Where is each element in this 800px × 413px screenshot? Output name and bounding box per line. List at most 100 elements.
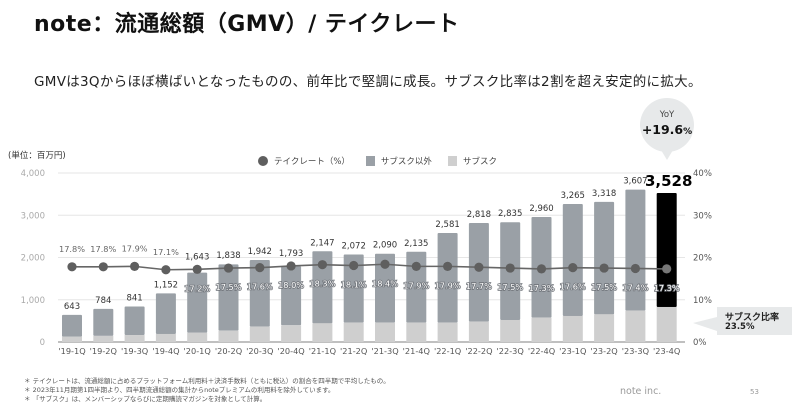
footnote: ＊ テイクレートは、流通総額に占めるプラットフォーム利用料＋決済手数料（ともに税… (24, 377, 390, 385)
y-left-tick-label: 2,000 (21, 254, 45, 264)
bar-non-subscription (594, 201, 615, 315)
bar-subscription (187, 332, 208, 342)
company-name: note inc. (620, 386, 662, 397)
bar-non-subscription (406, 251, 427, 323)
y-left-tick-label: 1,000 (21, 296, 45, 306)
total-label: 2,135 (404, 239, 428, 249)
yoy-callout-pointer (661, 150, 673, 160)
total-label: 2,090 (373, 241, 397, 251)
total-label: 643 (64, 302, 80, 312)
bar-non-subscription (62, 314, 82, 337)
bar-subscription (406, 322, 427, 342)
subscription-ratio-label: サブスク比率 (725, 313, 780, 323)
bar-non-subscription (375, 253, 395, 323)
subscription-ratio-callout-pointer (693, 317, 717, 331)
bar-non-subscription (187, 272, 208, 333)
take-rate-point (130, 261, 140, 271)
bar-subscription (124, 335, 145, 342)
bar-subscription (594, 314, 615, 342)
x-tick-label: '19-4Q (152, 346, 179, 356)
take-rate-point (67, 262, 77, 272)
footnotes: ＊ テイクレートは、流通総額に占めるプラットフォーム利用料＋決済手数料（ともに税… (24, 377, 390, 404)
total-label: 3,318 (592, 189, 616, 199)
yoy-unit: % (683, 127, 693, 137)
total-label: 784 (95, 296, 111, 306)
bar-subscription (375, 322, 395, 342)
total-label: 1,643 (185, 252, 209, 262)
bar-subscription (281, 325, 302, 342)
total-label: 2,818 (467, 210, 491, 220)
bar-subscription (249, 326, 270, 342)
legend-item-non-subscription: サブスク以外 (365, 155, 432, 167)
bar-subscription (531, 317, 552, 342)
take-rate-point (599, 263, 609, 273)
take-rate-label: 17.8% (59, 244, 85, 254)
bar-non-subscription (343, 254, 364, 323)
take-rate-point (317, 260, 327, 270)
total-label: 3,265 (561, 191, 585, 201)
y-right-tick-label: 40% (693, 169, 712, 179)
bar-subscription (562, 315, 583, 342)
y-right-tick-label: 20% (693, 254, 712, 264)
bar-subscription (500, 319, 521, 342)
take-rate-label: 18.3% (309, 279, 335, 289)
total-label-highlight: 3,528 (645, 172, 692, 190)
total-label: 2,072 (342, 241, 366, 251)
legend-label: サブスク (462, 157, 497, 167)
x-tick-label: '22-3Q (497, 346, 524, 356)
bar-subscription (656, 306, 677, 342)
total-label: 841 (126, 293, 142, 303)
x-tick-label: '19-3Q (121, 346, 148, 356)
total-label: 1,793 (279, 249, 303, 259)
bar-subscription (312, 323, 333, 342)
x-tick-label: '20-2Q (215, 346, 242, 356)
take-rate-label: 17.3% (528, 283, 554, 293)
bar-subscription (155, 333, 176, 342)
x-tick-label: '19-2Q (90, 346, 117, 356)
legend-label: サブスク以外 (380, 157, 432, 167)
take-rate-label: 17.7% (466, 281, 492, 291)
take-rate-label: 18.4% (372, 278, 398, 288)
take-rate-label: 17.6% (247, 282, 273, 292)
unit-label: (単位：百万円) (8, 151, 66, 161)
bar-non-subscription (249, 259, 270, 327)
bar-non-subscription (625, 189, 646, 311)
bar-non-subscription (218, 264, 239, 331)
bar-subscription (218, 330, 239, 342)
take-rate-label: 18.1% (341, 280, 367, 290)
take-rate-point (662, 264, 672, 274)
take-rate-point (286, 261, 296, 271)
take-rate-line (72, 263, 667, 271)
yoy-label: YoY (659, 110, 675, 120)
x-tick-label: '20-1Q (184, 346, 211, 356)
page-number: 53 (750, 388, 759, 396)
subscription-ratio-value: 23.5% (725, 322, 755, 332)
take-rate-label: 17.9% (122, 243, 148, 253)
take-rate-point (98, 262, 108, 272)
bar-non-subscription (312, 251, 333, 324)
take-rate-label: 17.1% (153, 247, 179, 257)
total-label: 1,942 (248, 247, 272, 257)
legend-item-subscription: サブスク (447, 155, 497, 167)
bar-non-subscription (468, 222, 489, 322)
take-rate-label: 17.5% (497, 282, 523, 292)
x-tick-label: '23-2Q (590, 346, 617, 356)
page-subtitle: GMVは3Qからほぼ横ばいとなったものの、前年比で堅調に成長。サブスク比率は2割… (34, 74, 702, 90)
total-label: 2,960 (529, 204, 553, 214)
bar-subscription (93, 335, 114, 342)
take-rate-label: 17.8% (90, 244, 116, 254)
y-right-tick-label: 0% (693, 338, 707, 348)
take-rate-label: 17.6% (560, 282, 586, 292)
y-right-tick-label: 10% (693, 296, 712, 306)
y-right-tick-label: 30% (693, 211, 712, 221)
total-label: 2,581 (435, 220, 459, 230)
subscription-ratio-callout: サブスク比率 23.5% (717, 307, 792, 335)
total-label: 3,607 (623, 177, 647, 187)
page-title: note：流通総額（GMV）/ テイクレート (34, 12, 460, 37)
bar-non-subscription (656, 192, 677, 307)
bar-subscription (625, 310, 646, 342)
take-rate-point (505, 263, 515, 273)
total-label: 2,147 (310, 238, 334, 248)
chart-legend: テイクレート（%） サブスク以外 サブスク (258, 155, 513, 167)
take-rate-point (474, 262, 484, 272)
